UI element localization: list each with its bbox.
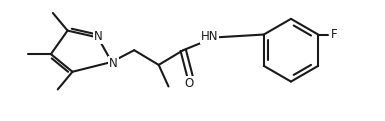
Text: O: O <box>184 77 194 90</box>
Text: N: N <box>94 30 102 43</box>
Text: N: N <box>109 57 118 70</box>
Text: HN: HN <box>201 30 218 43</box>
Text: F: F <box>330 28 337 41</box>
